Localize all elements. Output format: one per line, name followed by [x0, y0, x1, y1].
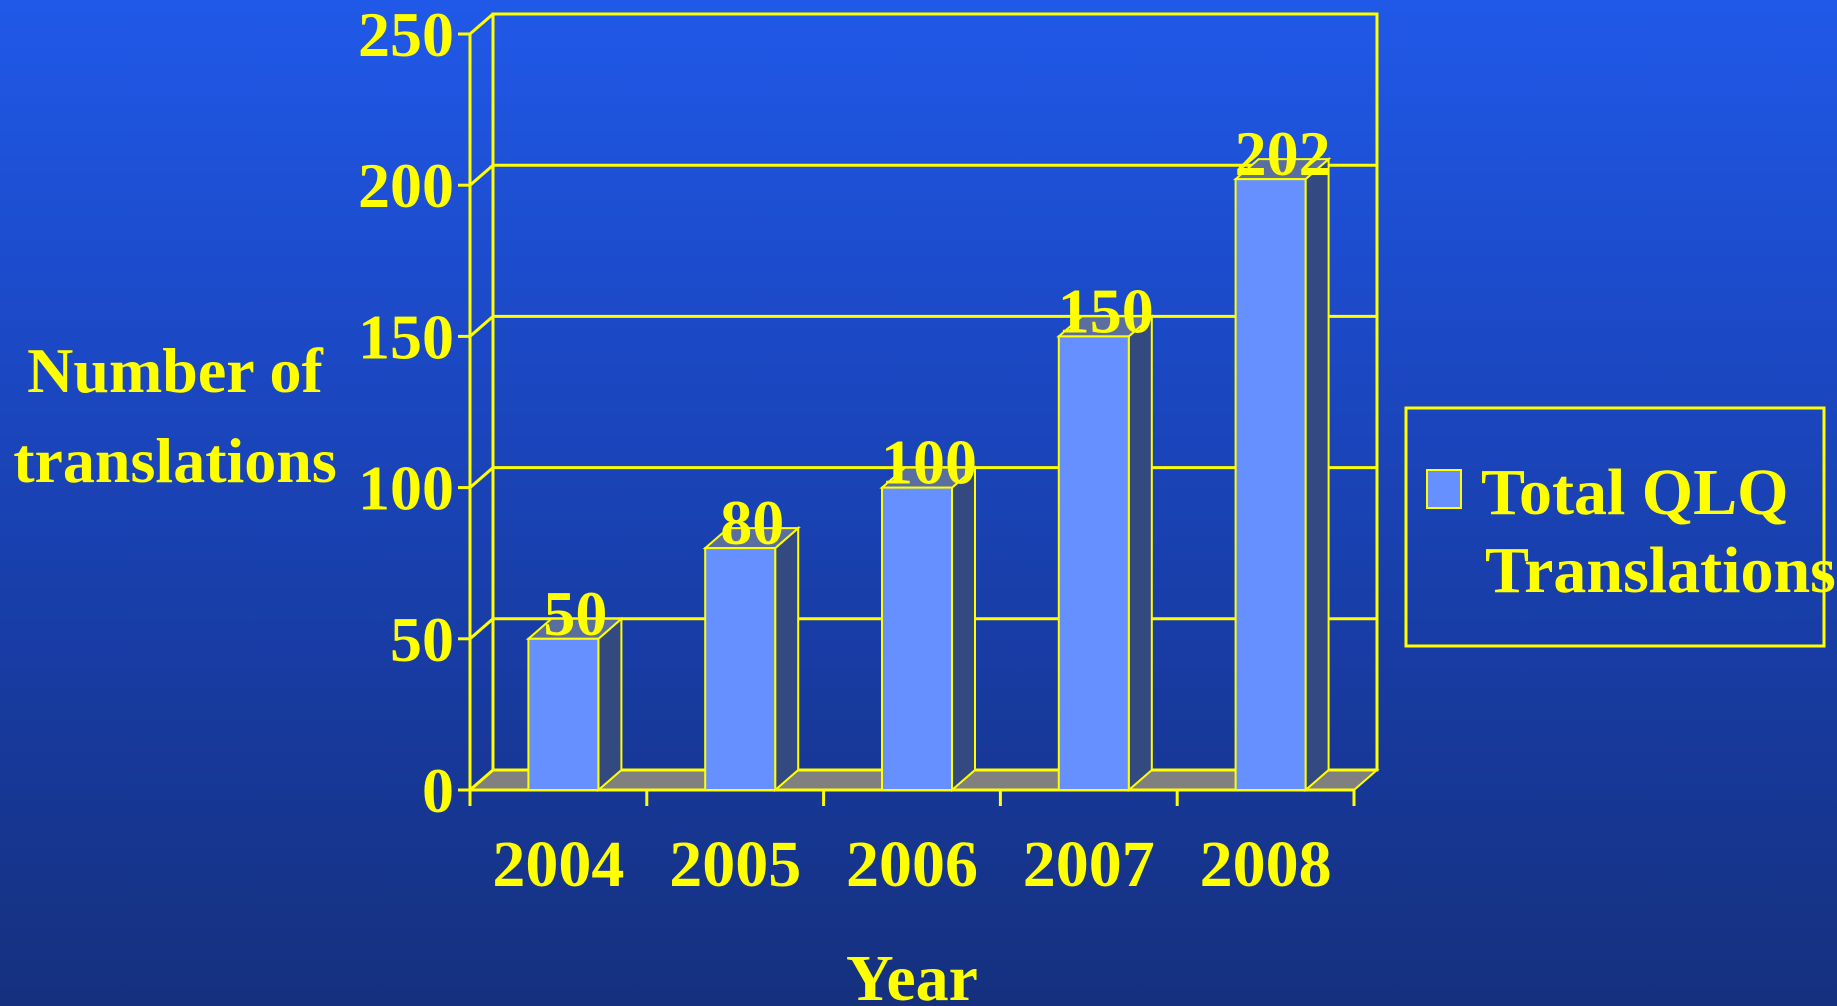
- x-tick-label: 2007: [1023, 828, 1155, 901]
- legend-swatch: [1426, 469, 1462, 509]
- data-label: 202: [1235, 118, 1331, 189]
- x-tick-label: 2004: [492, 828, 624, 901]
- bar-front-face: [527, 637, 600, 791]
- side-wall-line: [469, 12, 494, 36]
- bar-front-face: [881, 486, 953, 791]
- bar-front-face: [1234, 178, 1307, 792]
- bar: [1056, 314, 1155, 793]
- bar: [1232, 156, 1332, 793]
- y-axis-title-line-2: translations: [13, 425, 337, 496]
- legend-label-line-2: Translations: [1485, 534, 1836, 607]
- data-label: 100: [881, 427, 977, 498]
- y-tick-label: 100: [358, 453, 454, 524]
- bar-side-face: [1304, 156, 1330, 793]
- y-axis-title-line-1: Number of: [27, 335, 323, 406]
- data-labels: 50 80 100 150 202: [543, 118, 1330, 649]
- bar-side-face: [951, 465, 976, 793]
- y-tick-label: 0: [422, 755, 454, 826]
- side-wall-line: [469, 617, 494, 640]
- x-tick-label: 2006: [846, 828, 978, 901]
- bar-side-face: [774, 525, 800, 793]
- bar: [702, 525, 801, 793]
- y-tick-label: 150: [358, 301, 454, 372]
- data-label: 50: [543, 578, 607, 649]
- bars: [525, 156, 1332, 793]
- bar-side-face: [1127, 314, 1153, 793]
- bar-front-face: [704, 547, 777, 792]
- x-tick-label: 2005: [669, 828, 801, 901]
- side-wall-line: [469, 164, 494, 187]
- y-tick-label: 50: [390, 604, 454, 675]
- bar-front-face: [1057, 335, 1130, 791]
- side-wall-line: [469, 768, 494, 792]
- legend-label-line-1: Total QLQ: [1481, 456, 1788, 529]
- bar: [525, 616, 625, 793]
- x-tick-label: 2008: [1200, 828, 1332, 901]
- legend-box: [1404, 406, 1826, 648]
- bar: [879, 465, 978, 793]
- y-tick-label: 250: [358, 0, 454, 70]
- data-label: 150: [1058, 275, 1154, 346]
- data-label: 80: [720, 487, 784, 558]
- axes: 0 50 100 150 200 250 2004 2005 2006 2007 2008: [358, 0, 1356, 901]
- x-axis-title: Year: [846, 942, 978, 1006]
- legend: Total QLQ Translations: [1404, 406, 1836, 648]
- y-tick-label: 200: [358, 150, 454, 221]
- side-wall-line: [469, 466, 494, 489]
- side-wall-line: [469, 315, 494, 338]
